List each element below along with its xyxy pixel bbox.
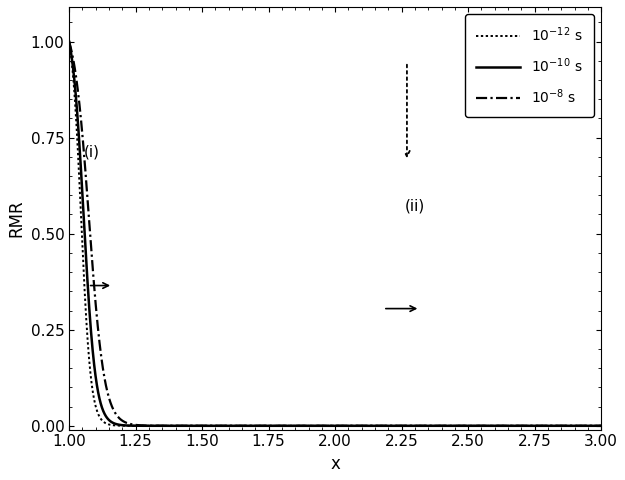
Text: (ii): (ii) xyxy=(404,199,424,214)
Legend: $10^{-12}$ s, $10^{-10}$ s, $10^{-8}$ s: $10^{-12}$ s, $10^{-10}$ s, $10^{-8}$ s xyxy=(465,14,594,117)
Text: (i): (i) xyxy=(84,145,100,160)
X-axis label: x: x xyxy=(330,455,340,473)
Y-axis label: RMR: RMR xyxy=(7,200,25,237)
